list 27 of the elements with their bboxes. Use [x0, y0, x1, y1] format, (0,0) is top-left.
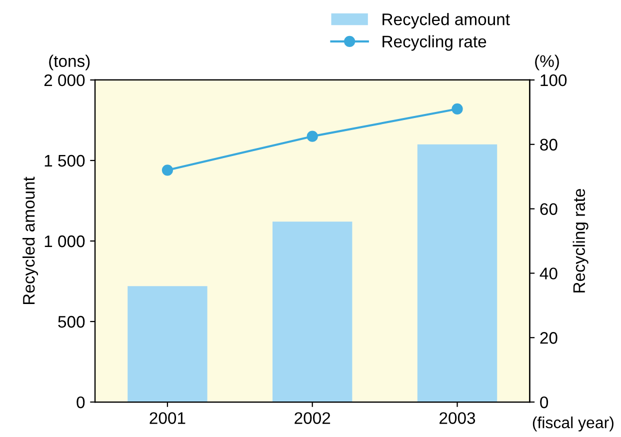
legend-label: Recycled amount	[382, 13, 510, 29]
y-tick-label: 2 000	[44, 74, 85, 86]
bar	[272, 222, 352, 402]
point	[306, 130, 318, 142]
text: (tons)	[49, 54, 90, 70]
y2-tick-label: 80	[540, 138, 558, 151]
text: (%)	[535, 54, 559, 70]
y2-tick-label: 40	[540, 268, 558, 280]
legend-label: Recycling rate	[382, 35, 486, 51]
y2-tick-label: 0	[540, 396, 548, 408]
point	[452, 103, 463, 115]
y-tick-label: 1 000	[44, 235, 85, 248]
x-tick-label: 2002	[294, 412, 330, 424]
y-tick-label: 0	[76, 396, 85, 408]
x-tick-label: 2003	[440, 412, 476, 424]
y2-tick-label: 20	[540, 332, 558, 344]
x-tick-label: 2001	[150, 412, 186, 424]
bar	[128, 286, 208, 402]
y-tick-label: 500	[58, 316, 85, 328]
x-axis-title: (fiscal year)	[532, 416, 614, 432]
y-tick-label: 1 500	[44, 154, 85, 167]
y2-tick-label: 100	[540, 74, 567, 86]
y-axis-title: Recycled amount	[22, 176, 38, 304]
bar	[417, 144, 498, 402]
point	[162, 164, 174, 176]
y2-tick-label: 60	[540, 203, 558, 215]
y2-axis-title: Recycling rate	[572, 188, 588, 292]
